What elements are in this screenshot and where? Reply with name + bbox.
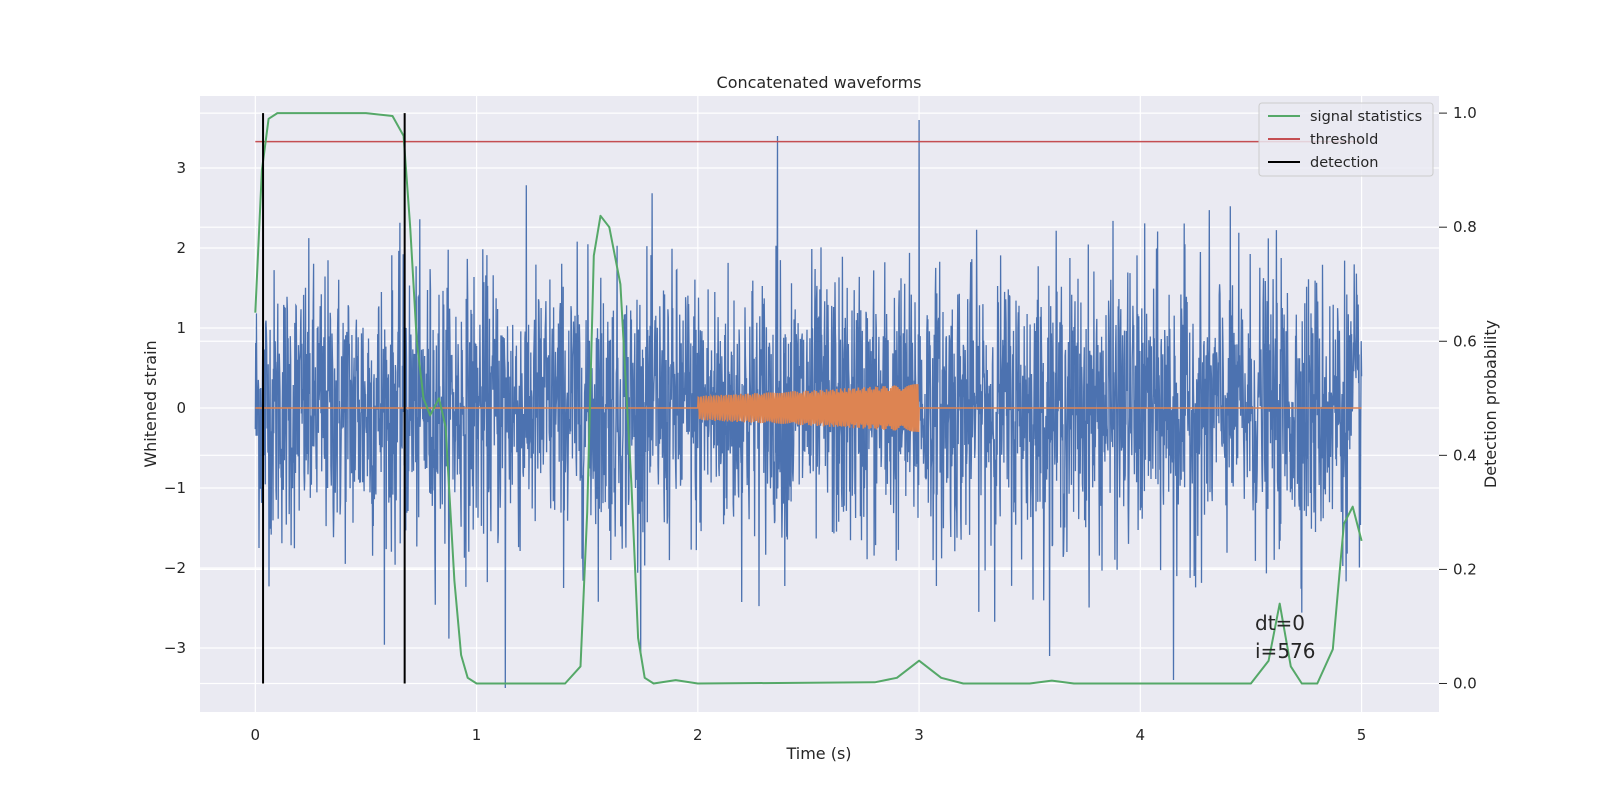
y-tick-label: 2 bbox=[176, 239, 186, 257]
legend-box bbox=[1258, 102, 1434, 177]
y-tick-label: 3 bbox=[176, 159, 186, 177]
y-tick-label: 0 bbox=[176, 399, 186, 417]
x-tick-label: 5 bbox=[1357, 726, 1367, 744]
y-tick-label-right: 1.0 bbox=[1453, 104, 1477, 122]
series-signal-statistics bbox=[254, 112, 1363, 685]
legend-label-signal-statistics: signal statistics bbox=[1310, 109, 1422, 125]
y-tick-label-right: 0.6 bbox=[1453, 332, 1477, 350]
annotation-dt: dt=0 bbox=[1255, 611, 1305, 635]
y-tick-label-right: 0.4 bbox=[1453, 446, 1477, 464]
chart-title: Concatenated waveforms bbox=[717, 73, 922, 92]
y-axis-right: 0.0 0.2 0.4 0.6 0.8 1.0 bbox=[1439, 104, 1477, 692]
y-tick-label: −2 bbox=[164, 559, 186, 577]
x-tick-label: 1 bbox=[472, 726, 482, 744]
x-tick-label: 4 bbox=[1136, 726, 1146, 744]
annotation-i: i=576 bbox=[1255, 639, 1316, 663]
x-tick-label: 2 bbox=[693, 726, 703, 744]
y-tick-label: −1 bbox=[164, 479, 186, 497]
plot-area bbox=[254, 112, 1363, 689]
y-axis-label-right: Detection probability bbox=[1481, 320, 1500, 488]
x-axis-label: Time (s) bbox=[785, 744, 851, 763]
series-injected-waveform bbox=[255, 384, 1362, 433]
x-tick-label: 3 bbox=[914, 726, 924, 744]
y-tick-label-right: 0.8 bbox=[1453, 218, 1477, 236]
x-tick-label: 0 bbox=[251, 726, 261, 744]
legend: signal statistics threshold detection bbox=[1258, 102, 1434, 177]
y-tick-label: −3 bbox=[164, 639, 186, 657]
y-axis-left: −3 −2 −1 0 1 2 3 bbox=[164, 159, 186, 657]
legend-label-detection: detection bbox=[1310, 155, 1378, 171]
y-tick-label: 1 bbox=[176, 319, 186, 337]
legend-label-threshold: threshold bbox=[1310, 132, 1378, 148]
y-tick-label-right: 0.0 bbox=[1453, 674, 1477, 692]
y-axis-label: Whitened strain bbox=[141, 340, 160, 467]
x-axis: 0 1 2 3 4 5 bbox=[251, 726, 1367, 744]
y-tick-label-right: 0.2 bbox=[1453, 560, 1477, 578]
